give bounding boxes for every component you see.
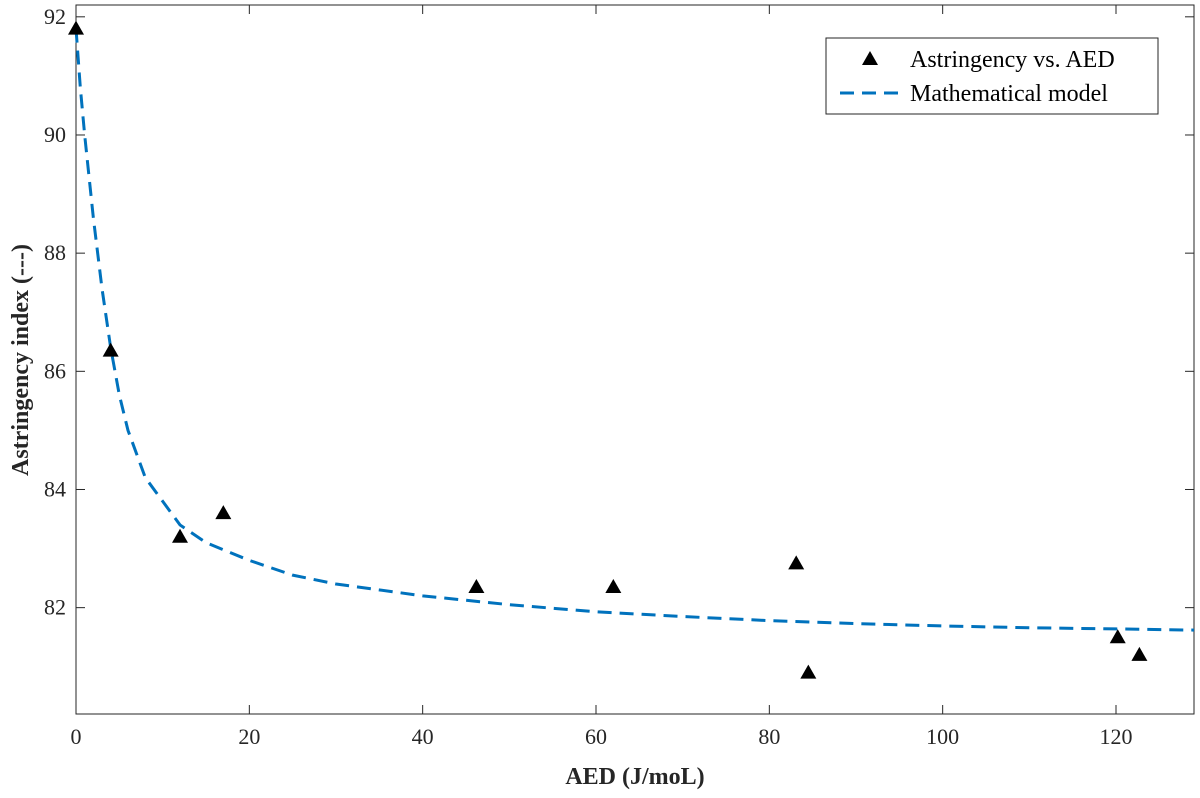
plot-content (68, 20, 1195, 679)
x-tick-label: 100 (926, 724, 959, 749)
x-tick-label: 20 (238, 724, 260, 749)
data-point-triangle (468, 578, 485, 593)
x-tick-label: 80 (758, 724, 780, 749)
legend-label-model: Mathematical model (910, 81, 1108, 107)
x-axis-ticks: 0 20 40 60 80 100 120 (71, 5, 1133, 749)
data-point-triangle (102, 342, 119, 357)
data-point-triangle (1109, 629, 1126, 644)
data-point-triangle (215, 505, 232, 520)
y-axis-ticks: 82 84 86 88 90 92 (44, 4, 1194, 620)
y-tick-label: 92 (44, 4, 66, 29)
data-point-triangle (68, 20, 84, 35)
plot-area (75, 4, 1195, 715)
data-point-triangle (172, 528, 188, 543)
x-tick-label: 40 (412, 724, 434, 749)
y-tick-label: 84 (44, 476, 66, 501)
x-tick-label: 60 (585, 724, 607, 749)
x-tick-label: 0 (71, 724, 82, 749)
y-tick-label: 88 (44, 240, 66, 265)
y-tick-label: 90 (44, 122, 66, 147)
data-point-triangle (1131, 646, 1148, 661)
legend-label-scatter: Astringency vs. AED (910, 47, 1115, 73)
data-point-triangle (800, 664, 817, 679)
legend-triangle-marker (862, 51, 878, 65)
data-point-triangle (788, 555, 805, 570)
legend-box (825, 37, 1159, 115)
x-axis-label: AED (J/moL) (565, 764, 704, 790)
x-tick-label: 120 (1100, 724, 1133, 749)
y-tick-label: 86 (44, 358, 66, 383)
y-axis-label: Astringency index (---) (8, 244, 34, 476)
data-point-triangle (605, 578, 622, 593)
legend: Astringency vs. AED Mathematical model (825, 37, 1159, 115)
y-tick-label: 82 (44, 595, 66, 620)
